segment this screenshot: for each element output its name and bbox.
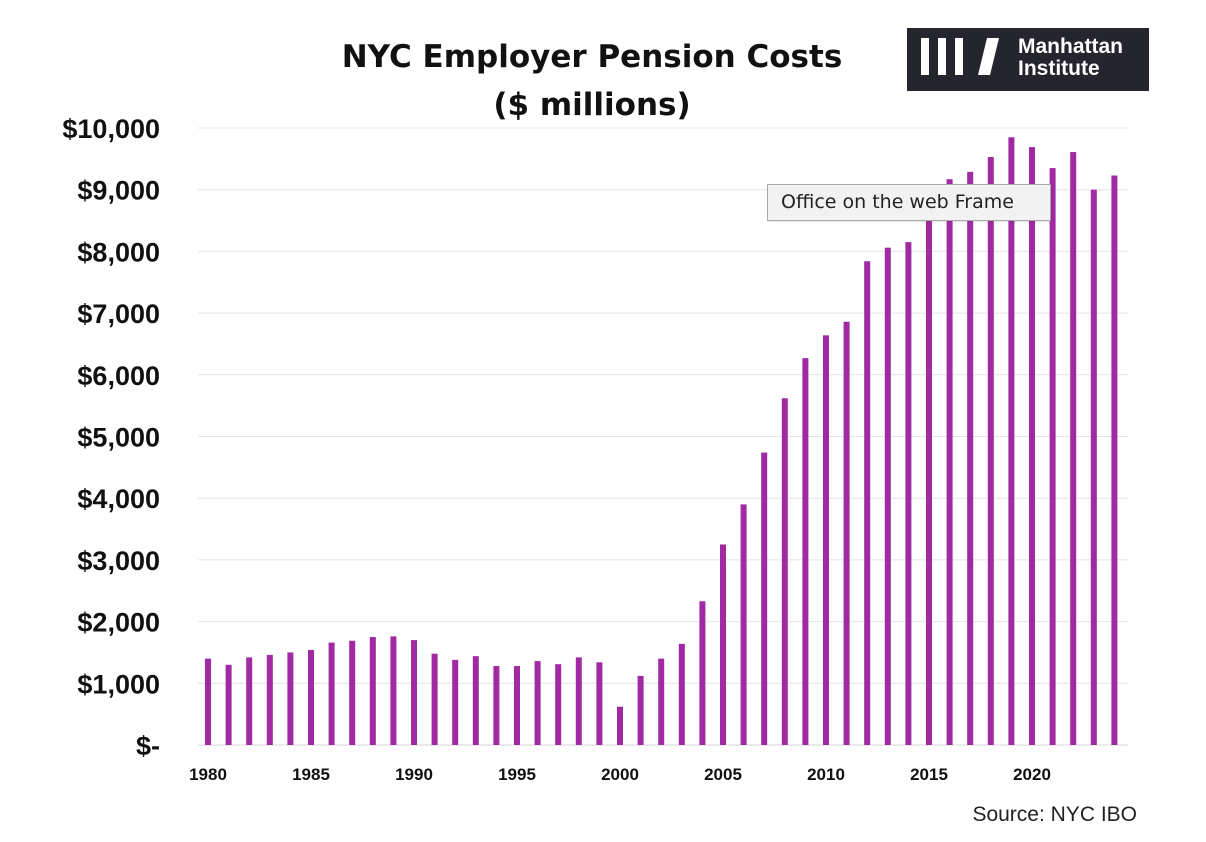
bar-2014: [905, 242, 912, 745]
y-tick-label: $5,000: [77, 423, 160, 453]
bar-1995: [514, 666, 520, 745]
bar-2015: [926, 214, 932, 745]
bar-1991: [431, 653, 438, 745]
x-tick-label: 1990: [395, 765, 433, 784]
bar-2024: [1111, 175, 1118, 745]
bar-1999: [596, 662, 603, 745]
bar-2023: [1090, 189, 1097, 745]
bar-2007: [761, 452, 768, 745]
bar-1998: [575, 657, 582, 745]
y-tick-label: $10,000: [62, 114, 160, 144]
bar-1982: [246, 657, 253, 745]
bar-1987: [349, 640, 356, 745]
bar-2008: [781, 398, 788, 745]
x-tick-label: 2005: [704, 765, 742, 784]
bar-2003: [678, 643, 685, 745]
y-axis-ticks: $- $1,000 $2,000 $3,000 $4,000 $5,000 $6,000 $7…: [62, 114, 160, 761]
bar-1983: [266, 654, 273, 745]
bar-2019: [1008, 137, 1015, 745]
bar-2012: [864, 261, 871, 745]
brand-logo: Manhattan Institute: [907, 28, 1149, 91]
bar-1990: [411, 640, 417, 745]
x-tick-label: 1980: [189, 765, 227, 784]
bar-2010: [823, 335, 829, 745]
bar-2013: [884, 247, 891, 745]
bar-2016: [946, 179, 953, 745]
x-tick-label: 2000: [601, 765, 639, 784]
y-tick-label: $7,000: [77, 299, 160, 329]
logo-name-line2: Institute: [1018, 57, 1100, 80]
bar-2018: [987, 156, 994, 745]
bar-1996: [534, 661, 541, 745]
bar-2005: [720, 544, 726, 745]
bar-2009: [802, 358, 809, 745]
bar-1985: [308, 649, 314, 745]
chart-title: NYC Employer Pension Costs: [342, 39, 843, 75]
bar-2000: [617, 706, 623, 745]
bar-2021: [1049, 168, 1056, 746]
bar-1981: [225, 664, 232, 745]
y-tick-label: $9,000: [77, 176, 160, 206]
x-tick-label: 2020: [1013, 765, 1051, 784]
source-note: Source: NYC IBO: [972, 803, 1137, 826]
y-tick-label: $2,000: [77, 608, 160, 638]
bar-1992: [452, 659, 459, 745]
logo-name-line1: Manhattan: [1018, 35, 1123, 58]
x-tick-label: 1995: [498, 765, 536, 784]
bar-2004: [699, 601, 706, 745]
bars: [205, 137, 1118, 746]
bar-2017: [967, 171, 974, 745]
bar-2002: [658, 658, 665, 745]
y-tick-label: $3,000: [77, 546, 160, 576]
bar-2020: [1029, 147, 1035, 745]
x-tick-label: 1985: [292, 765, 330, 784]
chart-subtitle: ($ millions): [493, 87, 690, 123]
bar-1984: [287, 652, 294, 745]
y-tick-label: $6,000: [77, 361, 160, 391]
y-tick-label: $4,000: [77, 484, 160, 514]
x-axis-ticks: 1980 1985 1990 1995 2000 2005 2010 2015 2020: [189, 765, 1051, 784]
bar-1986: [328, 642, 335, 745]
bar-2011: [843, 321, 850, 745]
x-tick-label: 2010: [807, 765, 845, 784]
x-tick-label: 2015: [910, 765, 948, 784]
y-tick-label: $8,000: [77, 237, 160, 267]
manhattan-institute-stripes-icon: [921, 38, 999, 75]
y-tick-label: $-: [136, 731, 160, 761]
bar-1989: [390, 636, 397, 745]
bar-1980: [205, 658, 211, 745]
bar-1994: [493, 666, 500, 745]
y-tick-label: $1,000: [77, 669, 160, 699]
bar-2006: [740, 504, 747, 745]
bar-1988: [369, 637, 376, 745]
bar-2001: [637, 675, 644, 745]
bar-1993: [472, 656, 479, 745]
logo-background: [907, 28, 1149, 91]
frame-tooltip: Office on the web Frame: [767, 184, 1051, 221]
bar-2022: [1070, 152, 1077, 746]
bar-1997: [555, 664, 562, 745]
